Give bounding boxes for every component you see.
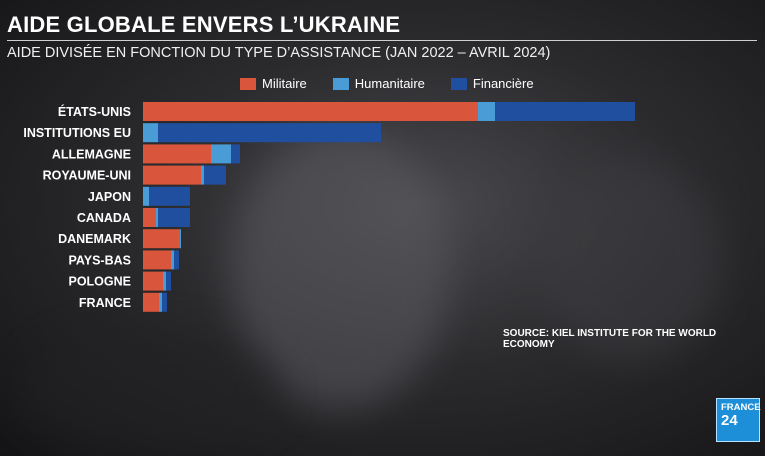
chart-title: AIDE GLOBALE ENVERS L’UKRAINE [7,12,401,37]
category-label: CANADA [77,211,131,225]
bar-segment-humanitaire [143,186,149,206]
legend-label-financiere: Financière [472,76,534,91]
bar-segment-humanitaire [156,208,158,227]
bar-segment-militaire [143,144,211,164]
title-divider [7,40,757,41]
bar-segment-financière [231,144,240,164]
bar-segment-financière [149,186,190,206]
category-label: ROYAUME-UNI [43,169,131,183]
category-label: INSTITUTIONS EU [23,126,131,140]
logo-text: FRANCE [721,402,761,413]
bar-segment-humanitaire [143,123,158,143]
bar-segment-humanitaire [211,144,231,164]
category-label: PAYS-BAS [68,253,131,267]
legend-swatch-financiere [450,77,467,90]
bar-segment-financière [158,123,381,143]
legend-swatch-militaire [240,77,256,90]
background-shape [20,330,280,450]
category-label: ALLEMAGNE [52,147,131,161]
bar-segment-militaire [143,229,180,249]
category-label: DANEMARK [58,232,131,246]
bar-segment-humanitaire [163,271,166,291]
source-note: SOURCE: KIEL INSTITUTE FOR THE WORLD ECO… [503,328,717,350]
bar-segment-humanitaire [201,165,204,185]
bar-segment-financière [495,102,635,121]
legend-item-humanitaire: Humanitaire [332,76,425,91]
bar-segment-militaire [143,165,201,185]
bar-segment-militaire [143,271,163,291]
bar-segment-humanitaire [159,292,162,312]
logo-number: 24 [721,412,738,429]
category-label: FRANCE [79,296,131,310]
bar-segment-humanitaire [180,229,181,249]
bar-segment-militaire [143,250,171,270]
bar-segment-militaire [143,208,156,227]
legend-label-humanitaire: Humanitaire [354,76,425,91]
bar-segment-financière [204,165,226,185]
bar-segment-financière [158,208,190,227]
legend: Militaire Humanitaire Financière [240,76,534,91]
legend-label-militaire: Militaire [262,76,307,91]
chart-subtitle: AIDE DIVISÉE EN FONCTION DU TYPE D’ASSIS… [7,45,551,61]
bar-segment-militaire [143,292,159,312]
bar-segment-militaire [143,102,478,121]
category-label: POLOGNE [68,275,131,289]
legend-item-militaire: Militaire [240,76,307,91]
background-shape [540,160,720,360]
bar-segment-financière [162,292,167,312]
bar-segment-financière [166,271,171,291]
category-label: ÉTATS-UNIS [58,104,131,119]
bar-segment-financière [174,250,179,270]
category-label: JAPON [88,190,131,204]
bar-segment-humanitaire [171,250,174,270]
bar-segment-humanitaire [478,102,495,121]
france24-logo: FRANCE 24 [716,398,761,442]
legend-item-financiere: Financière [450,76,534,91]
legend-swatch-humanitaire [332,77,349,90]
